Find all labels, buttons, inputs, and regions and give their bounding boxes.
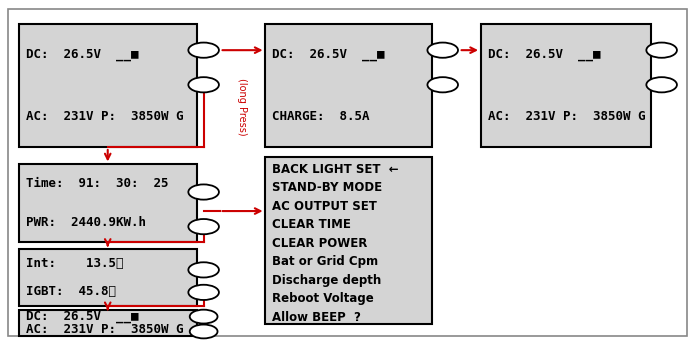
Circle shape xyxy=(188,184,219,200)
Circle shape xyxy=(188,219,219,234)
Text: DC:  26.5V  __■: DC: 26.5V __■ xyxy=(488,48,600,62)
Text: IGBT:  45.8℃: IGBT: 45.8℃ xyxy=(26,285,116,299)
Bar xyxy=(265,157,432,324)
Text: CLEAR TIME: CLEAR TIME xyxy=(272,218,351,231)
Text: Time:  91:  30:  25: Time: 91: 30: 25 xyxy=(26,177,169,190)
Text: Allow BEEP  ?: Allow BEEP ? xyxy=(272,311,361,324)
Text: DC:  26.5V  __■: DC: 26.5V __■ xyxy=(272,48,385,62)
Text: (long Press): (long Press) xyxy=(237,79,247,136)
Circle shape xyxy=(188,43,219,58)
Bar xyxy=(19,164,197,242)
Text: AC:  231V P:  3850W G: AC: 231V P: 3850W G xyxy=(488,110,646,123)
Bar xyxy=(19,249,197,306)
Circle shape xyxy=(427,77,458,92)
Circle shape xyxy=(190,310,218,324)
Text: BACK LIGHT SET  ←: BACK LIGHT SET ← xyxy=(272,163,399,176)
Text: AC:  231V P:  3850W G: AC: 231V P: 3850W G xyxy=(26,110,184,123)
Text: Discharge depth: Discharge depth xyxy=(272,274,382,286)
Text: Reboot Voltage: Reboot Voltage xyxy=(272,292,374,305)
Text: DC:  26.5V  __■: DC: 26.5V __■ xyxy=(26,48,139,62)
Circle shape xyxy=(646,77,677,92)
Circle shape xyxy=(188,285,219,300)
Bar xyxy=(19,24,197,147)
Circle shape xyxy=(427,43,458,58)
Text: Int:    13.5℃: Int: 13.5℃ xyxy=(26,257,124,270)
Text: AC OUTPUT SET: AC OUTPUT SET xyxy=(272,200,377,213)
Text: CHARGE:  8.5A: CHARGE: 8.5A xyxy=(272,110,370,123)
Text: STAND-BY MODE: STAND-BY MODE xyxy=(272,181,382,194)
Text: CLEAR POWER: CLEAR POWER xyxy=(272,237,368,250)
Circle shape xyxy=(646,43,677,58)
Circle shape xyxy=(188,262,219,277)
Bar xyxy=(481,24,651,147)
Bar xyxy=(265,24,432,147)
Bar xyxy=(19,310,197,336)
Text: AC:  231V P:  3850W G: AC: 231V P: 3850W G xyxy=(26,322,184,336)
Text: Bat or Grid Cpm: Bat or Grid Cpm xyxy=(272,255,379,268)
Text: DC:  26.5V  __■: DC: 26.5V __■ xyxy=(26,310,139,323)
Circle shape xyxy=(188,77,219,92)
Text: PWR:  2440.9KW.h: PWR: 2440.9KW.h xyxy=(26,216,147,229)
Circle shape xyxy=(190,325,218,338)
